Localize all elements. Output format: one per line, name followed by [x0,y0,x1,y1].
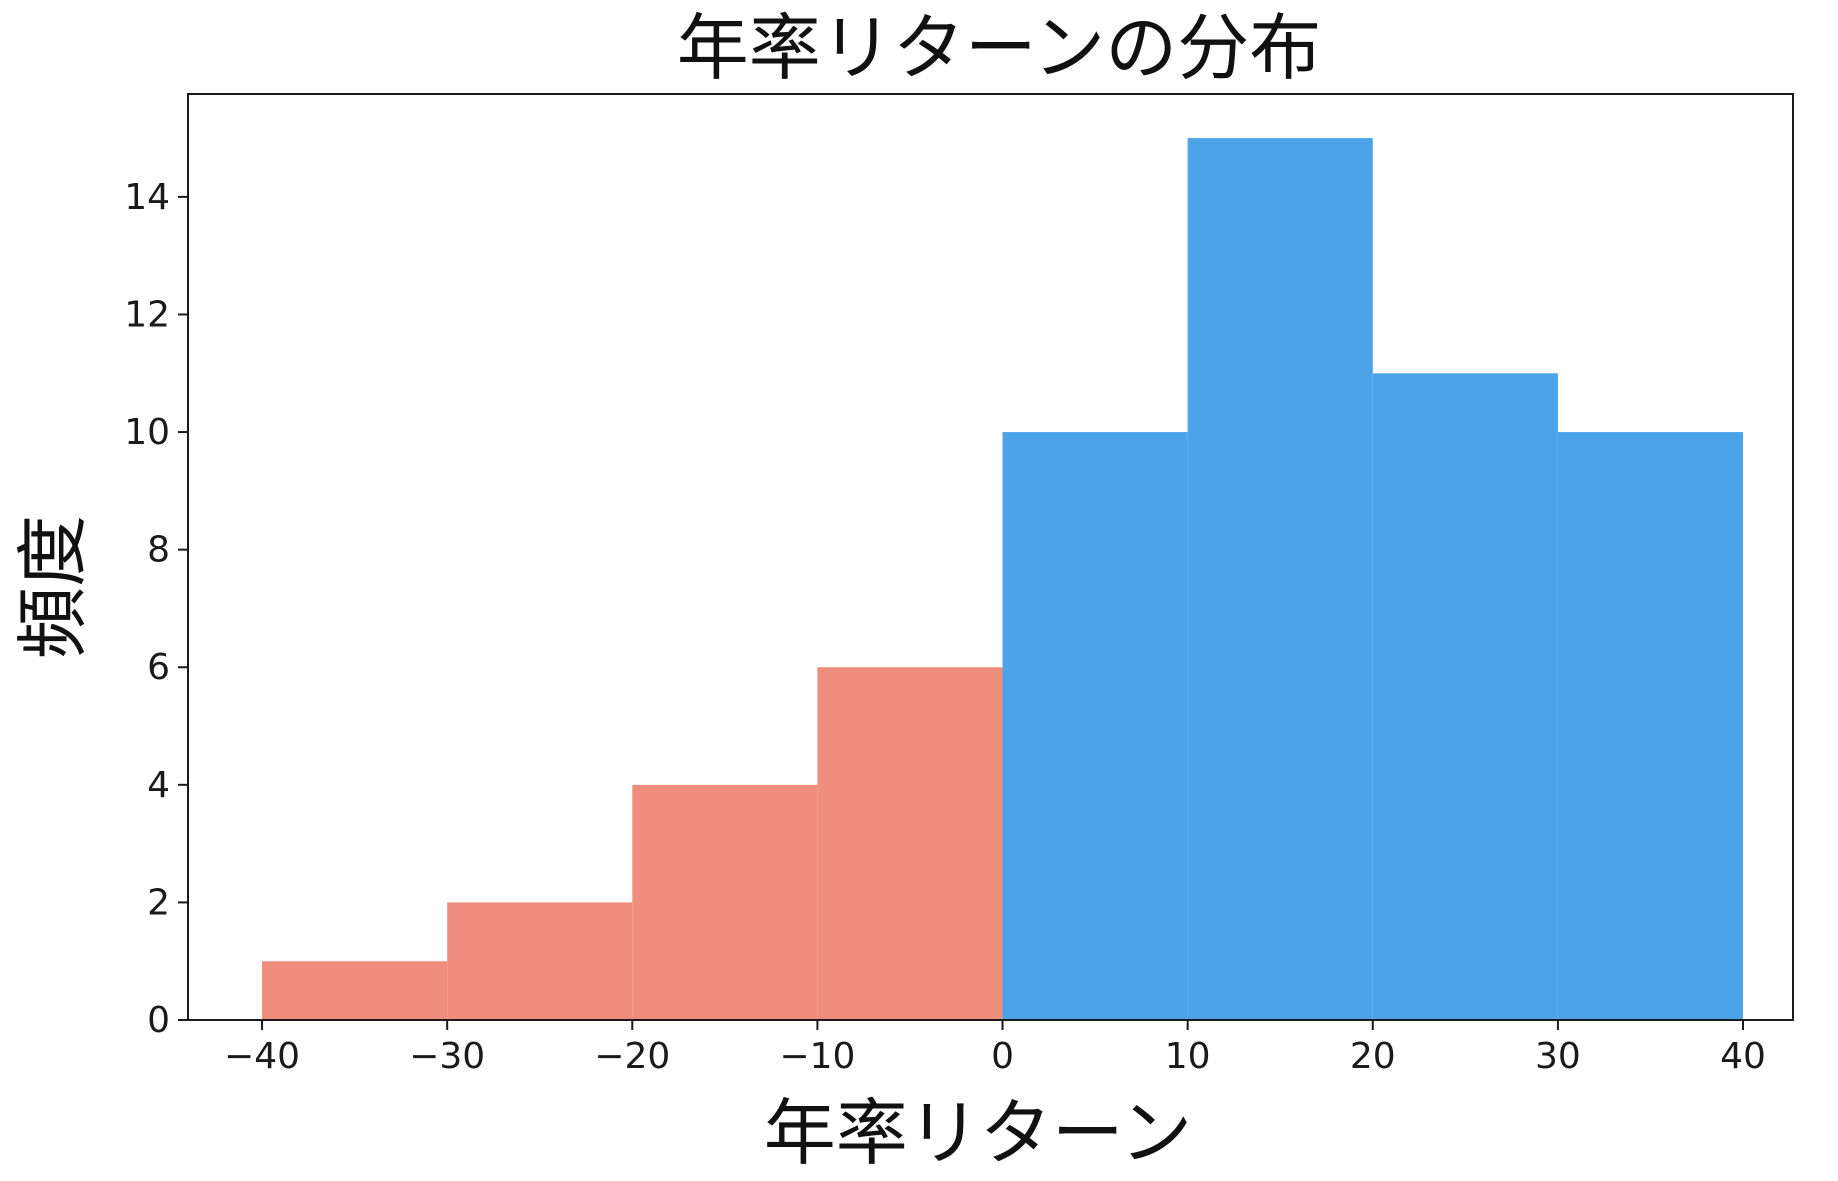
x-tick-label-2: −20 [594,1036,670,1077]
x-tick-label-3: −10 [779,1036,855,1077]
histogram-bar-6 [1372,373,1558,1020]
x-tick-label-8: 40 [1720,1036,1766,1077]
y-tick-label-5: 10 [124,412,170,453]
y-axis-ticks: 0 2 4 6 8 10 12 14 [124,177,188,1041]
x-axis-ticks: −40 −30 −20 −10 0 10 20 30 40 [224,1020,1766,1077]
x-tick-label-4: 0 [991,1036,1014,1077]
x-axis-label: 年率リターン [764,1091,1192,1175]
histogram-bar-5 [1187,138,1373,1021]
y-tick-label-6: 12 [124,294,170,335]
y-tick-label-3: 6 [147,647,170,688]
x-tick-label-6: 20 [1350,1036,1396,1077]
histogram-bar-3 [817,667,1003,1020]
y-tick-label-2: 4 [147,765,170,806]
histogram-bar-1 [447,902,633,1020]
histogram-bar-7 [1557,432,1744,1021]
x-tick-label-5: 10 [1165,1036,1211,1077]
plot-frame [187,93,1794,1021]
y-tick-label-0: 0 [147,1000,170,1041]
y-axis-label: 頻度 [11,515,95,659]
x-tick-label-7: 30 [1535,1036,1581,1077]
histogram-bar-0 [262,961,448,1020]
x-tick-label-0: −40 [224,1036,300,1077]
x-tick-label-1: −30 [409,1036,485,1077]
y-tick-label-1: 2 [147,882,170,923]
bars-group [262,138,1744,1021]
histogram-bar-4 [1002,432,1188,1021]
histogram-bar-2 [632,784,818,1020]
y-tick-label-4: 8 [147,530,170,571]
chart-title: 年率リターンの分布 [677,6,1321,90]
y-tick-label-7: 14 [124,177,170,218]
